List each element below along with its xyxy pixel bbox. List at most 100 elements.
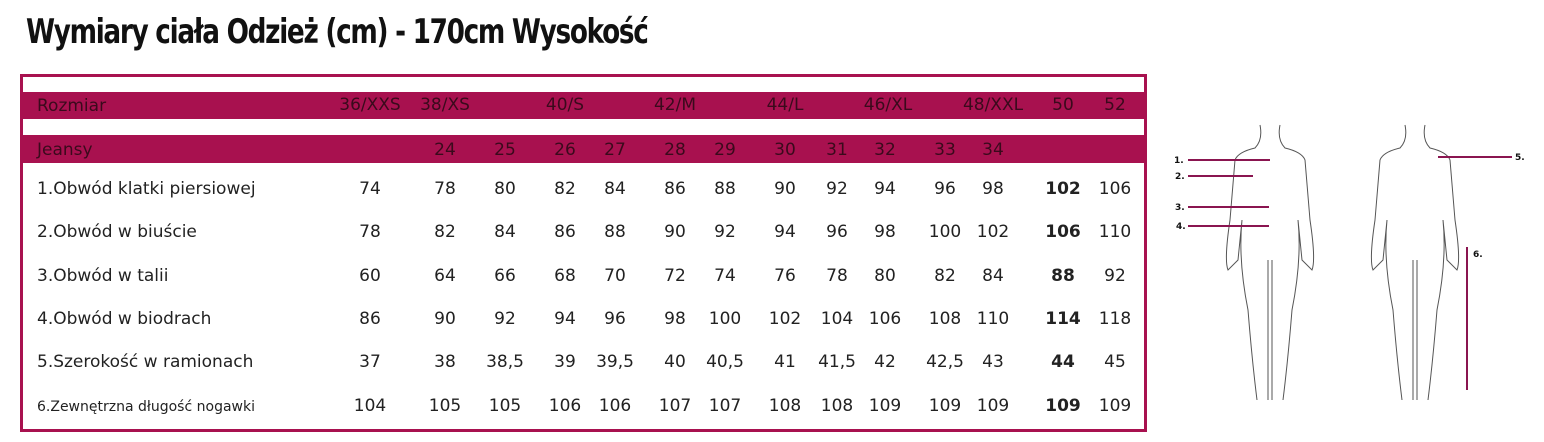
row-label: 6.Zewnętrzna długość nogawki bbox=[37, 398, 255, 415]
row-label: 1.Obwód klatki piersiowej bbox=[37, 179, 256, 199]
figure-label-2: 2. bbox=[1175, 172, 1185, 182]
measurement-value: 66 bbox=[494, 265, 516, 286]
figure-label-3: 3. bbox=[1175, 203, 1185, 213]
measurement-value: 76 bbox=[774, 265, 796, 286]
measurement-value: 108 bbox=[928, 308, 962, 329]
measurement-value: 98 bbox=[874, 222, 896, 243]
measurement-value: 108 bbox=[768, 395, 802, 416]
measurement-value: 109 bbox=[976, 395, 1010, 416]
table-row: 1.Obwód klatki piersiowej 74 78 80 82 84 86 88 9… bbox=[23, 179, 1144, 209]
measurement-value: 106 bbox=[1098, 179, 1132, 199]
measurement-value: 96 bbox=[604, 308, 626, 329]
measurement-value: 84 bbox=[604, 179, 626, 199]
measurement-value: 72 bbox=[664, 265, 686, 286]
jeans-size-header: 26 bbox=[554, 140, 576, 160]
measurement-value: 86 bbox=[359, 308, 381, 329]
measurement-value: 82 bbox=[554, 179, 576, 199]
measurement-value: 104 bbox=[820, 308, 854, 329]
measurement-value: 109 bbox=[868, 395, 902, 416]
measurement-value: 80 bbox=[874, 265, 896, 286]
measurement-value: 92 bbox=[826, 179, 848, 199]
size-header: 50 bbox=[1052, 95, 1074, 115]
figure-label-5: 5. bbox=[1515, 153, 1525, 163]
jeans-size-header: 30 bbox=[774, 140, 796, 160]
table-row: 4.Obwód w biodrach 86 90 92 94 96 98 100 102 104 1… bbox=[23, 309, 1144, 339]
measurement-value: 86 bbox=[554, 222, 576, 243]
row-label: 2.Obwód w biuście bbox=[37, 222, 197, 243]
figure-label-4: 4. bbox=[1176, 222, 1186, 232]
size-header: 44/L bbox=[766, 95, 804, 115]
size-header: 52 bbox=[1104, 95, 1126, 115]
measurement-value: 82 bbox=[934, 265, 956, 286]
measurement-value: 42,5 bbox=[926, 352, 964, 373]
row-label: 3.Obwód w talii bbox=[37, 265, 169, 286]
measurement-value: 109 bbox=[1098, 395, 1132, 416]
jeans-size-header: 24 bbox=[434, 140, 456, 160]
measurement-value: 39 bbox=[554, 352, 576, 373]
size-table: Rozmiar 36/XXS 38/XS 40/S 42/M 44/L 46/XL 48/X… bbox=[20, 74, 1147, 432]
measurement-value: 96 bbox=[934, 179, 956, 199]
measurement-value: 82 bbox=[434, 222, 456, 243]
measurement-value: 100 bbox=[928, 222, 962, 243]
measurement-value: 102 bbox=[768, 308, 802, 329]
measurement-value: 98 bbox=[982, 179, 1004, 199]
measurement-value: 92 bbox=[1104, 265, 1126, 286]
measurement-value: 110 bbox=[1098, 222, 1132, 243]
size-header: 48/XXL bbox=[962, 95, 1024, 115]
measurement-value: 86 bbox=[664, 179, 686, 199]
jeans-size-header: 32 bbox=[874, 140, 896, 160]
table-row: 3.Obwód w talii 60 64 66 68 70 72 74 76 78 80 82 84 8… bbox=[23, 266, 1144, 296]
measurement-value: 84 bbox=[982, 265, 1004, 286]
jeans-size-header: 31 bbox=[826, 140, 848, 160]
table-row: 6.Zewnętrzna długość nogawki 104 105 105 106… bbox=[23, 396, 1144, 426]
figure-label-1: 1. bbox=[1174, 156, 1184, 166]
measurement-value: 108 bbox=[820, 395, 854, 416]
body-measurement-figure: 1. 2. 3. 4. 5. 6. bbox=[1174, 124, 1525, 401]
measurement-value: 106 bbox=[598, 395, 632, 416]
jeans-row: Jeansy 24 25 26 27 28 29 30 31 32 33 34 bbox=[23, 135, 1144, 163]
front-body-outline bbox=[1225, 124, 1315, 401]
size-row-label: Rozmiar bbox=[37, 96, 107, 116]
measurement-value: 74 bbox=[714, 265, 736, 286]
measurement-value: 109 bbox=[928, 395, 962, 416]
size-header: 42/M bbox=[653, 95, 697, 115]
measurement-value: 42 bbox=[874, 352, 896, 373]
measurement-value: 41,5 bbox=[818, 352, 856, 373]
jeans-size-header: 28 bbox=[664, 140, 686, 160]
measurement-value: 92 bbox=[714, 222, 736, 243]
measurement-value: 106 bbox=[868, 308, 902, 329]
measurement-value: 100 bbox=[708, 308, 742, 329]
measurement-value: 94 bbox=[774, 222, 796, 243]
row-label: 5.Szerokość w ramionach bbox=[37, 352, 254, 373]
size-header: 46/XL bbox=[863, 95, 913, 115]
measurement-value: 106 bbox=[1045, 222, 1081, 243]
measurement-value: 45 bbox=[1104, 352, 1126, 373]
measurement-value: 64 bbox=[434, 265, 456, 286]
measurement-value: 37 bbox=[359, 352, 381, 373]
size-header: 36/XXS bbox=[339, 95, 401, 115]
measurement-value: 78 bbox=[359, 222, 381, 243]
jeans-size-header: 34 bbox=[982, 140, 1004, 160]
measurement-value: 94 bbox=[874, 179, 896, 199]
measurement-value: 78 bbox=[826, 265, 848, 286]
figure-label-6: 6. bbox=[1473, 250, 1483, 260]
jeans-size-header: 27 bbox=[604, 140, 626, 160]
measurement-value: 88 bbox=[1051, 265, 1075, 286]
jeans-row-label: Jeansy bbox=[37, 140, 93, 160]
measurement-value: 70 bbox=[604, 265, 626, 286]
measurement-value: 114 bbox=[1045, 308, 1081, 329]
measurement-value: 84 bbox=[494, 222, 516, 243]
measurement-value: 110 bbox=[976, 308, 1010, 329]
measurement-value: 39,5 bbox=[596, 352, 634, 373]
measurement-value: 107 bbox=[708, 395, 742, 416]
row-label: 4.Obwód w biodrach bbox=[37, 308, 212, 329]
size-row: Rozmiar 36/XXS 38/XS 40/S 42/M 44/L 46/XL 48/X… bbox=[23, 92, 1144, 119]
measurement-value: 106 bbox=[548, 395, 582, 416]
measurement-value: 105 bbox=[428, 395, 462, 416]
measurement-value: 96 bbox=[826, 222, 848, 243]
measurement-value: 68 bbox=[554, 265, 576, 286]
measurement-value: 104 bbox=[353, 395, 387, 416]
jeans-size-header: 29 bbox=[714, 140, 736, 160]
measurement-value: 90 bbox=[774, 179, 796, 199]
table-row: 5.Szerokość w ramionach 37 38 38,5 39 39,5 40 4… bbox=[23, 352, 1144, 382]
